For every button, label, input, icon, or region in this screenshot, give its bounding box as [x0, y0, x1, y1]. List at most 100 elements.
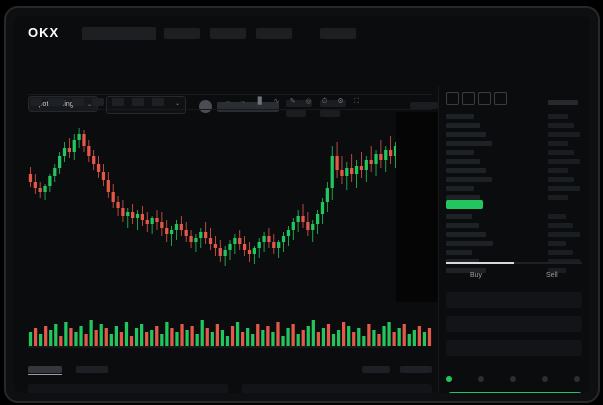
submit-buy-button[interactable]	[448, 392, 582, 393]
slider-dot-50[interactable]	[510, 376, 516, 382]
bottom-panel-right	[242, 384, 432, 393]
market-stat-5	[410, 102, 438, 109]
buy-ratio-fill	[446, 262, 514, 264]
order-book-bid-size	[548, 259, 580, 264]
pair-name-label	[217, 102, 279, 112]
tab-order-history[interactable]	[76, 366, 108, 373]
order-book-ask-size	[548, 168, 568, 173]
top-navigation-bar: OKX	[14, 16, 590, 50]
order-book-ask-row[interactable]	[446, 186, 474, 191]
order-book-ask-row[interactable]	[446, 114, 474, 119]
volume-chart	[28, 316, 432, 362]
order-book-ask-size	[548, 141, 568, 146]
order-book-bid-row[interactable]	[446, 232, 486, 237]
order-book-ask-size	[548, 132, 580, 137]
market-stat-3	[320, 100, 346, 107]
order-book-bid-row[interactable]	[446, 250, 472, 255]
order-book-bid-size	[548, 232, 580, 237]
market-stat-2	[286, 110, 306, 117]
order-book-ask-size	[548, 195, 568, 200]
toolbar-interval-5[interactable]	[112, 98, 124, 106]
order-book-bid-row[interactable]	[446, 223, 479, 228]
tab-positions[interactable]	[362, 366, 390, 373]
nav-item-4[interactable]	[320, 28, 356, 39]
toolbar-interval-7[interactable]	[152, 98, 164, 106]
slider-dot-100[interactable]	[574, 376, 580, 382]
tab-open-orders[interactable]	[28, 366, 62, 373]
order-book-ask-row[interactable]	[446, 168, 486, 173]
order-book-ask-row[interactable]	[446, 159, 480, 164]
order-book-ask-row[interactable]	[446, 195, 480, 200]
chart-toolbar: ← → ▊ ∿ ✎ ◎ ⏱ ⚙ ⛶	[28, 94, 432, 110]
order-book-ask-size	[548, 123, 574, 128]
toolbar-interval-4[interactable]	[92, 98, 104, 106]
order-book-ask-row[interactable]	[446, 132, 486, 137]
order-book-spread-highlight	[446, 200, 483, 209]
indicator-icon[interactable]: ∿	[273, 98, 280, 105]
toolbar-interval-2[interactable]	[48, 98, 64, 106]
undo-icon[interactable]: ←	[225, 98, 232, 105]
order-book-ask-row[interactable]	[446, 177, 492, 182]
order-total-field[interactable]	[446, 340, 582, 356]
drawing-icon[interactable]: ✎	[289, 98, 296, 105]
chart-bottom-tabs	[28, 364, 432, 376]
order-book-bid-size	[548, 268, 566, 273]
order-book-ask-size	[548, 159, 580, 164]
order-book-bid-row[interactable]	[446, 241, 493, 246]
toolbar-interval-1[interactable]	[30, 98, 42, 106]
candle-type-icon[interactable]: ▊	[257, 98, 264, 105]
order-book-bid-size	[548, 241, 566, 246]
buy-tab-label[interactable]: Buy	[470, 272, 483, 279]
toolbar-interval-6[interactable]	[132, 98, 144, 106]
market-stat-4	[320, 110, 340, 117]
order-book-ask-row[interactable]	[446, 150, 474, 155]
alert-icon[interactable]: ⏱	[321, 98, 328, 105]
order-book-ask-size	[548, 186, 580, 191]
order-book-bid-size	[548, 214, 566, 219]
settings-icon[interactable]: ⚙	[337, 98, 344, 105]
slider-dot-75[interactable]	[542, 376, 548, 382]
toolbar-interval-3[interactable]	[72, 98, 84, 106]
orderbook-bids-icon[interactable]	[462, 92, 475, 105]
order-book-bid-row[interactable]	[446, 259, 479, 264]
search-input[interactable]	[82, 27, 156, 40]
chevron-down-icon: ⌄	[86, 102, 92, 108]
bottom-panel-left	[28, 384, 228, 393]
sell-tab-label[interactable]: Sell	[546, 272, 558, 279]
nav-item-1[interactable]	[164, 28, 200, 39]
device-bezel: OKX Spot Trading ⌄ ⌄	[4, 6, 600, 403]
app-screen: OKX Spot Trading ⌄ ⌄	[14, 16, 590, 393]
market-stat-1	[286, 100, 312, 107]
market-toolbar: Spot Trading ⌄ ⌄	[14, 50, 590, 117]
order-book-bid-size	[548, 250, 573, 255]
order-book-ask-size	[548, 150, 574, 155]
order-book-bid-row[interactable]	[446, 268, 486, 273]
fullscreen-icon[interactable]: ⛶	[354, 98, 359, 105]
chevron-down-icon: ⌄	[174, 101, 180, 107]
active-tab-underline	[28, 374, 62, 375]
order-book-ask-size	[548, 114, 568, 119]
slider-dot-0[interactable]	[446, 376, 452, 382]
order-size-slider[interactable]	[446, 376, 582, 384]
orderbook-grouping-icon[interactable]	[494, 92, 507, 105]
order-book-ask-size	[548, 177, 574, 182]
orderbook-asks-icon[interactable]	[478, 92, 491, 105]
order-book-bid-size	[548, 223, 573, 228]
order-book-ask-row[interactable]	[446, 141, 492, 146]
price-chart[interactable]	[28, 112, 432, 312]
order-book-header	[548, 100, 578, 105]
redo-icon[interactable]: →	[239, 98, 246, 105]
nav-item-2[interactable]	[210, 28, 246, 39]
order-price-field[interactable]	[446, 292, 582, 308]
slider-dot-25[interactable]	[478, 376, 484, 382]
buy-sell-ratio-bar	[446, 262, 582, 264]
orderbook-both-icon[interactable]	[446, 92, 459, 105]
compare-icon[interactable]: ◎	[305, 98, 312, 105]
brand-logo[interactable]: OKX	[28, 25, 60, 40]
tab-assets[interactable]	[400, 366, 432, 373]
order-amount-field[interactable]	[446, 316, 582, 332]
order-book-bid-row[interactable]	[446, 214, 472, 219]
nav-item-3[interactable]	[256, 28, 292, 39]
order-book-ask-row[interactable]	[446, 123, 480, 128]
